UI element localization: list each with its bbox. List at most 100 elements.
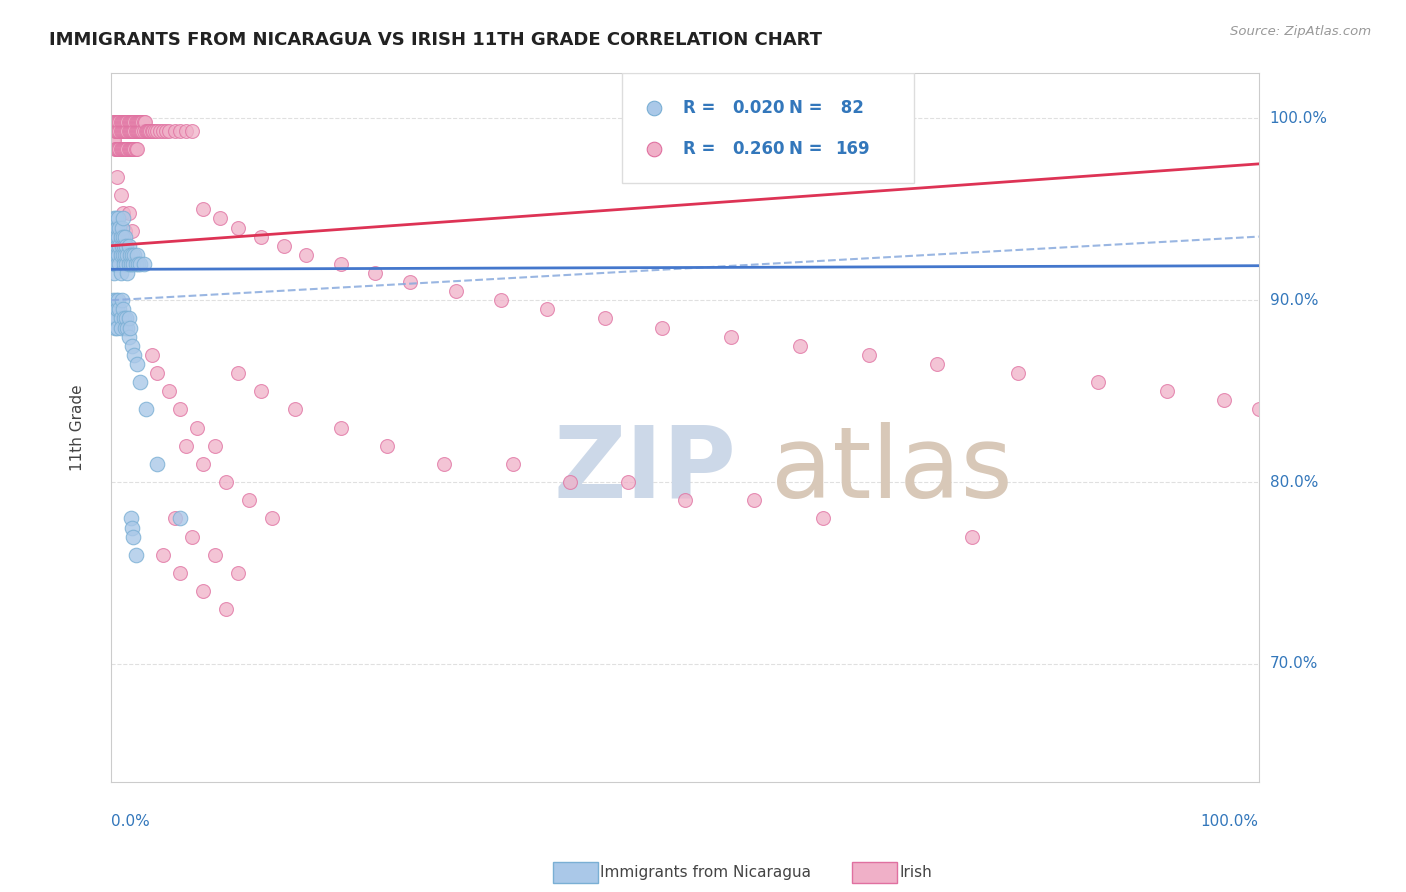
Point xyxy=(115,115,138,129)
Point xyxy=(125,124,148,138)
Point xyxy=(742,493,765,508)
Point xyxy=(101,220,124,235)
Point xyxy=(115,311,138,326)
Text: ZIP: ZIP xyxy=(553,422,735,518)
Point xyxy=(152,124,174,138)
Point xyxy=(107,293,129,308)
Text: 0.020: 0.020 xyxy=(733,99,785,118)
Text: IMMIGRANTS FROM NICARAGUA VS IRISH 11TH GRADE CORRELATION CHART: IMMIGRANTS FROM NICARAGUA VS IRISH 11TH … xyxy=(49,31,823,49)
Text: atlas: atlas xyxy=(770,422,1012,518)
Text: N =: N = xyxy=(789,140,828,158)
Point xyxy=(204,548,226,562)
Text: 169: 169 xyxy=(835,140,870,158)
Point xyxy=(111,229,134,244)
Point xyxy=(329,257,352,271)
Point xyxy=(105,142,128,156)
Point xyxy=(117,124,139,138)
Point xyxy=(110,115,132,129)
Point xyxy=(132,115,155,129)
Point xyxy=(110,320,132,334)
Point xyxy=(209,211,232,226)
Point xyxy=(104,238,127,252)
Point xyxy=(107,229,129,244)
Point xyxy=(111,115,134,129)
Point xyxy=(107,124,129,138)
Point xyxy=(121,115,143,129)
Text: 82: 82 xyxy=(835,99,865,118)
Point xyxy=(146,457,169,471)
Point xyxy=(112,257,135,271)
Point xyxy=(105,142,128,156)
Point xyxy=(193,202,215,217)
Point xyxy=(107,211,129,226)
Point xyxy=(110,142,132,156)
Point xyxy=(127,257,149,271)
Point xyxy=(101,133,124,147)
Point xyxy=(141,348,163,362)
Text: 100.0%: 100.0% xyxy=(1270,111,1327,126)
Point xyxy=(105,124,128,138)
Point xyxy=(103,211,125,226)
Point xyxy=(124,142,146,156)
Text: 11th Grade: 11th Grade xyxy=(69,384,84,471)
Point xyxy=(491,293,513,308)
Point xyxy=(118,115,141,129)
Point xyxy=(108,257,131,271)
Point xyxy=(108,220,131,235)
Point xyxy=(121,339,143,353)
Point xyxy=(249,384,271,399)
Point xyxy=(157,384,180,399)
Point xyxy=(105,293,128,308)
Point xyxy=(108,142,131,156)
Text: Source: ZipAtlas.com: Source: ZipAtlas.com xyxy=(1230,25,1371,38)
Point xyxy=(110,248,132,262)
Point xyxy=(114,142,136,156)
Point xyxy=(1007,366,1029,380)
Point xyxy=(127,115,149,129)
Point xyxy=(103,133,125,147)
Point xyxy=(811,511,834,525)
Point xyxy=(101,293,124,308)
Point xyxy=(215,602,238,616)
Point xyxy=(117,320,139,334)
Point xyxy=(112,238,135,252)
Point xyxy=(125,248,148,262)
Text: 0.0%: 0.0% xyxy=(111,814,150,829)
Point xyxy=(117,238,139,252)
Point xyxy=(673,493,696,508)
Point xyxy=(117,115,139,129)
Point xyxy=(141,124,163,138)
Point xyxy=(125,357,148,371)
Point xyxy=(139,124,162,138)
Point xyxy=(157,124,180,138)
Point xyxy=(155,124,177,138)
Point xyxy=(103,266,125,280)
Point xyxy=(115,124,138,138)
Point xyxy=(129,257,152,271)
Point xyxy=(111,302,134,317)
Point xyxy=(104,311,127,326)
Point xyxy=(238,493,260,508)
Point xyxy=(114,124,136,138)
Point xyxy=(174,439,197,453)
Point xyxy=(643,306,665,320)
Point xyxy=(111,142,134,156)
Point xyxy=(117,115,139,129)
Point xyxy=(104,115,127,129)
Point xyxy=(146,366,169,380)
Point xyxy=(111,124,134,138)
Point xyxy=(118,142,141,156)
Text: R =: R = xyxy=(683,99,721,118)
Point xyxy=(101,115,124,129)
Point xyxy=(960,530,983,544)
Point xyxy=(108,115,131,129)
Point xyxy=(124,115,146,129)
Point xyxy=(103,248,125,262)
Point xyxy=(1087,375,1109,389)
Point xyxy=(132,257,155,271)
Point xyxy=(789,339,811,353)
Point xyxy=(124,248,146,262)
Point xyxy=(111,115,134,129)
Text: Irish: Irish xyxy=(900,865,932,880)
Point xyxy=(129,115,152,129)
